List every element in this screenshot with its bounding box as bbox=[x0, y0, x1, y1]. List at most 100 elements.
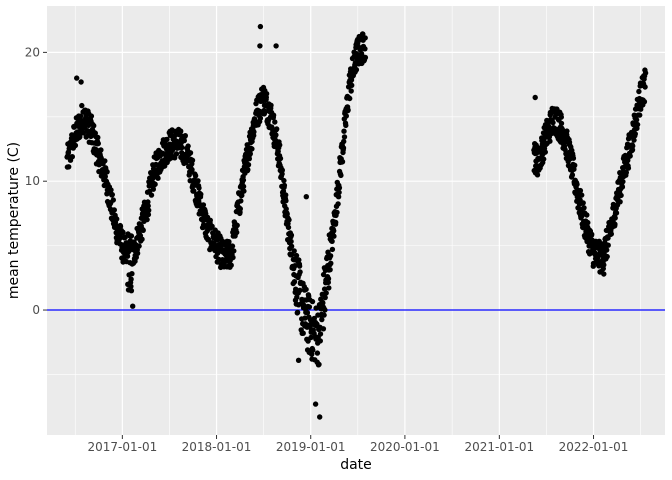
x-tick-label: 2018-01-01 bbox=[182, 440, 252, 454]
data-point bbox=[128, 276, 134, 282]
data-point bbox=[320, 326, 327, 332]
data-point bbox=[572, 162, 578, 168]
data-point bbox=[104, 169, 110, 175]
data-point bbox=[339, 159, 346, 165]
data-point bbox=[604, 247, 610, 253]
data-point bbox=[630, 143, 636, 149]
data-point bbox=[577, 187, 584, 194]
data-point bbox=[128, 233, 135, 239]
data-point bbox=[277, 142, 283, 148]
data-point bbox=[294, 294, 300, 300]
data-point bbox=[343, 113, 349, 119]
data-point bbox=[145, 199, 151, 205]
data-point bbox=[308, 334, 314, 341]
data-point bbox=[237, 206, 243, 212]
data-point bbox=[155, 175, 161, 181]
data-point bbox=[612, 221, 618, 227]
data-point bbox=[338, 172, 344, 179]
y-axis-ticks: 0 10 20 bbox=[25, 45, 47, 317]
data-point bbox=[300, 330, 306, 336]
data-point bbox=[562, 146, 568, 153]
data-point bbox=[273, 132, 279, 138]
data-point bbox=[631, 137, 637, 143]
data-point bbox=[642, 70, 649, 76]
data-point bbox=[152, 181, 158, 187]
data-point bbox=[297, 287, 303, 293]
data-point bbox=[207, 217, 213, 223]
data-point bbox=[251, 129, 257, 135]
data-point bbox=[605, 242, 611, 248]
data-point bbox=[77, 134, 83, 140]
data-point bbox=[240, 177, 247, 183]
data-point bbox=[309, 298, 316, 305]
data-point bbox=[317, 338, 323, 344]
data-point bbox=[285, 224, 292, 231]
data-point bbox=[336, 189, 342, 196]
data-point bbox=[362, 35, 368, 41]
data-point bbox=[74, 75, 80, 81]
data-point bbox=[274, 126, 280, 132]
data-point bbox=[91, 123, 97, 129]
data-point bbox=[78, 79, 84, 85]
data-point bbox=[296, 263, 303, 269]
data-point bbox=[547, 138, 553, 144]
data-point bbox=[257, 115, 264, 121]
data-point bbox=[234, 222, 240, 228]
data-point bbox=[334, 209, 340, 216]
data-point bbox=[129, 271, 135, 277]
data-point bbox=[279, 167, 285, 173]
data-point bbox=[209, 223, 215, 229]
data-point bbox=[608, 231, 614, 237]
data-point bbox=[314, 350, 321, 356]
data-point bbox=[185, 143, 191, 149]
data-point bbox=[623, 169, 629, 176]
data-point bbox=[309, 351, 315, 357]
data-point bbox=[95, 140, 102, 147]
data-point bbox=[296, 257, 302, 263]
data-point bbox=[532, 94, 538, 101]
data-point bbox=[95, 134, 101, 141]
data-point bbox=[281, 177, 287, 184]
data-point bbox=[550, 119, 556, 126]
data-point bbox=[286, 217, 292, 223]
data-point bbox=[198, 191, 204, 197]
data-point bbox=[66, 164, 72, 170]
data-point bbox=[316, 361, 322, 368]
data-point bbox=[263, 91, 270, 97]
data-point bbox=[326, 285, 332, 291]
data-point bbox=[241, 188, 247, 194]
data-point bbox=[187, 150, 194, 156]
data-point bbox=[281, 182, 288, 189]
data-point bbox=[641, 99, 648, 105]
data-point bbox=[109, 191, 116, 198]
data-point bbox=[585, 219, 591, 226]
data-point bbox=[321, 312, 327, 318]
data-point bbox=[239, 192, 245, 199]
data-point bbox=[283, 192, 289, 198]
data-point bbox=[569, 172, 576, 178]
data-point bbox=[341, 134, 348, 140]
data-point bbox=[288, 243, 295, 249]
data-point bbox=[130, 303, 136, 309]
data-point bbox=[245, 166, 251, 173]
y-tick-label: 10 bbox=[25, 174, 40, 188]
data-point bbox=[108, 187, 114, 193]
data-point bbox=[114, 216, 120, 222]
data-point bbox=[72, 142, 79, 149]
data-point bbox=[231, 248, 237, 254]
data-point bbox=[124, 253, 131, 259]
data-point bbox=[145, 203, 151, 209]
data-point bbox=[619, 184, 626, 190]
data-point bbox=[257, 23, 264, 30]
data-point bbox=[102, 173, 109, 180]
data-point bbox=[146, 207, 152, 213]
y-tick-label: 0 bbox=[32, 303, 40, 317]
x-tick-label: 2019-01-01 bbox=[276, 440, 346, 454]
data-point bbox=[257, 43, 263, 49]
data-point bbox=[120, 229, 126, 235]
data-point bbox=[580, 200, 586, 206]
data-point bbox=[341, 138, 347, 145]
data-point bbox=[273, 43, 279, 49]
data-point bbox=[349, 82, 355, 89]
